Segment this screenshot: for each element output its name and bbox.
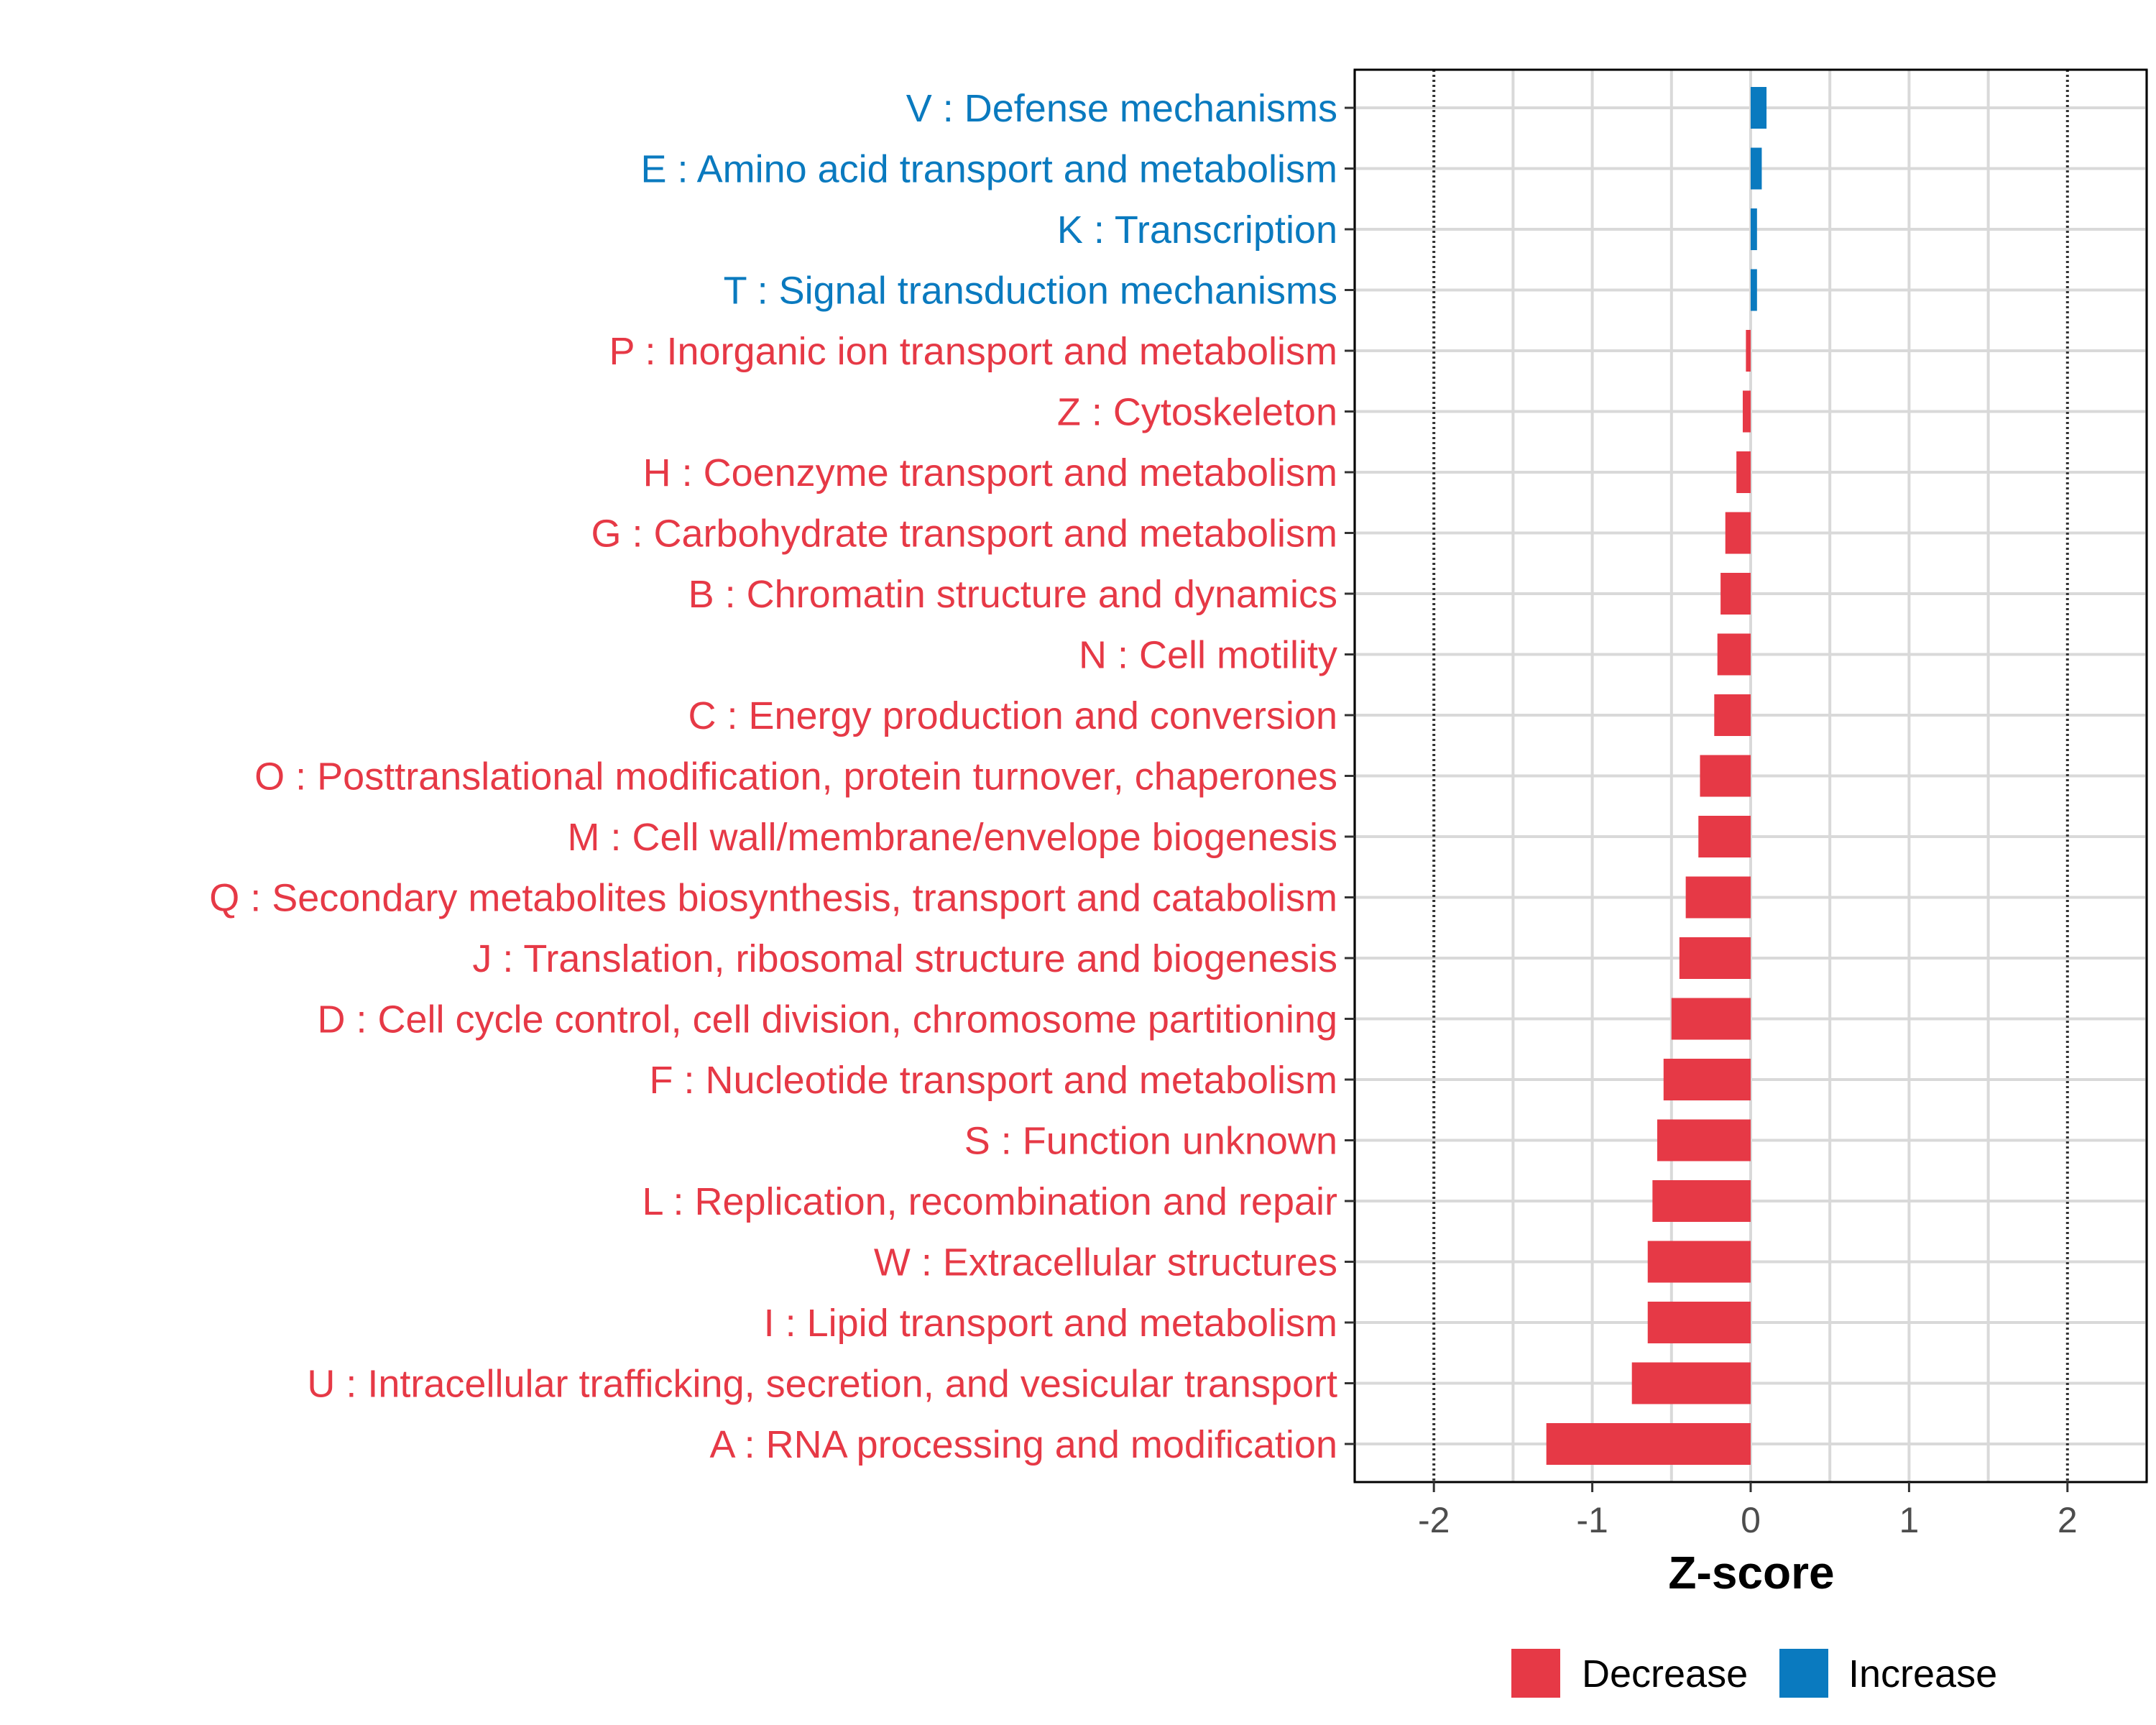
bars [1546,87,1767,1465]
legend-swatch-increease [1779,1649,1828,1698]
legend-swatch-decrease [1511,1649,1560,1698]
bar [1647,1241,1751,1283]
category-label: J : Translation, ribosomal structure and… [472,937,1337,980]
category-label: I : Lipid transport and metabolism [764,1302,1337,1345]
legend-label-decrease: Decrease [1582,1652,1748,1696]
bar [1751,87,1767,129]
bar [1657,1119,1751,1162]
bar [1671,998,1751,1040]
category-label: C : Energy production and conversion [688,694,1337,737]
category-label: E : Amino acid transport and metabolism [641,148,1337,191]
bar [1700,755,1751,797]
category-label: Q : Secondary metabolites biosynthesis, … [209,877,1337,920]
bar [1631,1362,1751,1404]
bar [1736,451,1751,493]
bar [1663,1059,1751,1100]
bar [1751,269,1757,311]
category-label: T : Signal transduction mechanisms [724,270,1337,313]
category-label: B : Chromatin structure and dynamics [688,573,1337,616]
bar [1751,147,1762,190]
category-label: N : Cell motility [1079,634,1337,677]
x-tick-label: 1 [1899,1500,1919,1540]
bar [1746,330,1751,372]
bar [1647,1302,1751,1343]
bar [1751,208,1757,250]
bar [1725,512,1751,554]
reference-lines [1432,70,2069,1482]
category-label: G : Carbohydrate transport and metabolis… [591,512,1338,556]
x-axis-ticks: -2 -1 0 1 2 [1418,1482,2078,1540]
category-label: F : Nucleotide transport and metabolism [650,1059,1337,1102]
category-label: M : Cell wall/membrane/envelope biogenes… [567,816,1337,859]
category-label: S : Function unknown [964,1120,1337,1163]
y-axis-ticks [1345,106,1355,1445]
x-axis-title: Z-score [1668,1547,1834,1598]
bar [1714,694,1751,736]
legend: Decrease Increase [1511,1649,1997,1698]
legend-label-increase: Increase [1848,1652,1997,1696]
bar [1720,573,1751,615]
category-label: V : Defense mechanisms [906,87,1337,130]
x-tick-label: -1 [1576,1500,1608,1540]
category-label: D : Cell cycle control, cell division, c… [317,998,1337,1041]
bar [1685,876,1751,919]
x-tick-label: 0 [1741,1500,1761,1540]
x-tick-label: -2 [1418,1500,1450,1540]
category-label: H : Coenzyme transport and metabolism [643,451,1337,494]
bar [1717,633,1751,676]
bar [1698,816,1751,857]
category-label: P : Inorganic ion transport and metaboli… [609,330,1337,373]
category-label: W : Extracellular structures [874,1241,1337,1284]
category-labels: V : Defense mechanisms E : Amino acid tra… [209,87,1337,1466]
bar [1652,1180,1751,1222]
bar [1742,390,1751,433]
category-label: K : Transcription [1057,208,1337,252]
bar [1546,1423,1751,1465]
category-label: Z : Cytoskeleton [1057,391,1337,434]
category-label: O : Posttranslational modification, prot… [254,755,1337,799]
bar [1679,937,1751,979]
category-label: U : Intracellular trafficking, secretion… [307,1363,1337,1406]
category-label: A : RNA processing and modification [710,1423,1337,1466]
category-label: L : Replication, recombination and repai… [642,1180,1337,1223]
x-tick-label: 2 [2058,1500,2078,1540]
